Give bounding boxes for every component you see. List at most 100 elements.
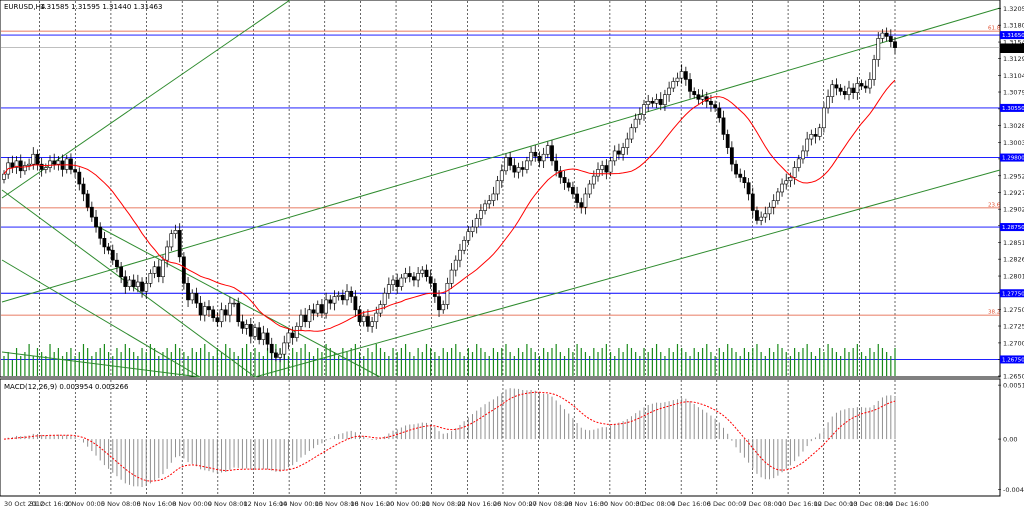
macd-histogram: [7, 388, 896, 488]
time-tick-label: 12 Dec 00:00: [814, 500, 858, 508]
time-tick-label: 28 Nov 16:00: [564, 500, 608, 508]
candle-body: [780, 183, 784, 193]
candle-body: [361, 316, 366, 323]
candle-body: [826, 96, 830, 109]
candle-body: [94, 216, 98, 228]
time-tick-label: 30 Nov 00:00: [600, 500, 644, 508]
candle-body: [876, 38, 881, 60]
level-tag-bg: [1000, 103, 1024, 112]
candle-body: [625, 138, 630, 148]
price-tick-label: 1.27505: [1003, 306, 1024, 314]
candle-body: [278, 353, 282, 358]
candle-body: [717, 107, 722, 119]
fibo-label: 23.6: [988, 202, 1001, 208]
price-tick-label: 1.30030: [1003, 139, 1024, 147]
candle-body: [437, 296, 441, 311]
candle-body: [654, 99, 659, 104]
candle-body: [290, 332, 295, 338]
candle-body: [579, 202, 584, 208]
level-tag-bg: [1000, 355, 1024, 364]
candle-body: [788, 177, 793, 182]
downtrend-bottom-line[interactable]: [1, 351, 201, 378]
candle-body: [39, 163, 44, 170]
downtrend-mid-line[interactable]: [94, 224, 381, 378]
candle-body: [470, 226, 475, 232]
horizontal-levels: [1, 34, 1000, 360]
candle-body: [43, 167, 48, 170]
time-tick-label: 16 Nov 16:00: [350, 500, 394, 508]
candle-body: [407, 273, 412, 278]
candle-body: [591, 175, 596, 185]
time-tick-label: 9 Nov 08:00: [208, 500, 248, 508]
level-tag-label: 1.27750: [1002, 291, 1024, 297]
candle-body: [863, 85, 868, 89]
price-tick-label: 1.29275: [1003, 189, 1024, 197]
time-tick-label: 3 Dec 08:00: [636, 500, 676, 508]
candle-body: [420, 269, 425, 274]
candle-body: [340, 294, 345, 301]
candle-body: [600, 165, 605, 170]
candle-body: [755, 210, 759, 221]
candle-body: [349, 290, 354, 297]
level-tag-bg: [1000, 289, 1024, 298]
chart-header-symbol: EURUSD,H4: [4, 3, 46, 11]
candle-body: [148, 273, 153, 284]
candle-body: [110, 249, 115, 261]
candle-body: [386, 284, 391, 294]
candle-body: [842, 91, 847, 95]
time-tick-label: 12 Nov 16:00: [243, 500, 287, 508]
channel-lower-main-line[interactable]: [254, 169, 1001, 378]
candle-body: [550, 145, 554, 162]
level-tag-label: 1.29800: [1002, 156, 1024, 162]
candle-body: [412, 276, 416, 281]
candle-body: [709, 100, 713, 105]
macd-tick-label: 0.005110: [1003, 382, 1024, 390]
candle-body: [700, 96, 705, 100]
candle-body: [575, 193, 579, 203]
level-tag-bg: [1000, 31, 1024, 40]
candle-body: [821, 107, 826, 129]
candle-body: [771, 200, 776, 208]
candle-body: [98, 226, 103, 239]
candle-body: [303, 314, 308, 323]
candle-body: [169, 233, 174, 248]
candle-body: [190, 292, 195, 301]
candle-body: [357, 309, 362, 323]
candle-body: [215, 317, 220, 323]
candle-body: [395, 279, 400, 287]
time-tick-label: 10 Dec 16:00: [778, 500, 822, 508]
macd-panel: [0, 378, 1001, 497]
volume-bars: [3, 344, 896, 376]
time-tick-label: 20 Nov 00:00: [386, 500, 430, 508]
candle-body: [738, 173, 743, 178]
candle-body: [637, 114, 642, 120]
candle-body: [274, 352, 278, 358]
candle-body: [161, 259, 165, 278]
candle-body: [508, 157, 513, 166]
candle-body: [487, 200, 492, 205]
candle-body: [244, 324, 249, 329]
price-tick-label: 1.31800: [1003, 22, 1024, 30]
candle-body: [240, 321, 245, 329]
candle-body: [232, 302, 236, 305]
candle-body: [198, 302, 203, 316]
candle-body: [52, 160, 57, 165]
candle-body: [27, 163, 31, 166]
candle-body: [399, 277, 404, 287]
candle-body: [186, 283, 190, 301]
candle-body: [545, 145, 550, 155]
candle-body: [432, 283, 437, 297]
candle-body: [207, 306, 211, 311]
candle-body: [219, 309, 224, 323]
candle-body: [608, 160, 613, 173]
candle-body: [85, 193, 90, 208]
candle-body: [663, 94, 667, 105]
downtrend-lower-line[interactable]: [1, 259, 201, 378]
candle-body: [893, 41, 897, 48]
candle-body: [294, 326, 299, 338]
candle-body: [31, 153, 36, 165]
candle-body: [855, 83, 860, 93]
candle-body: [315, 304, 320, 314]
